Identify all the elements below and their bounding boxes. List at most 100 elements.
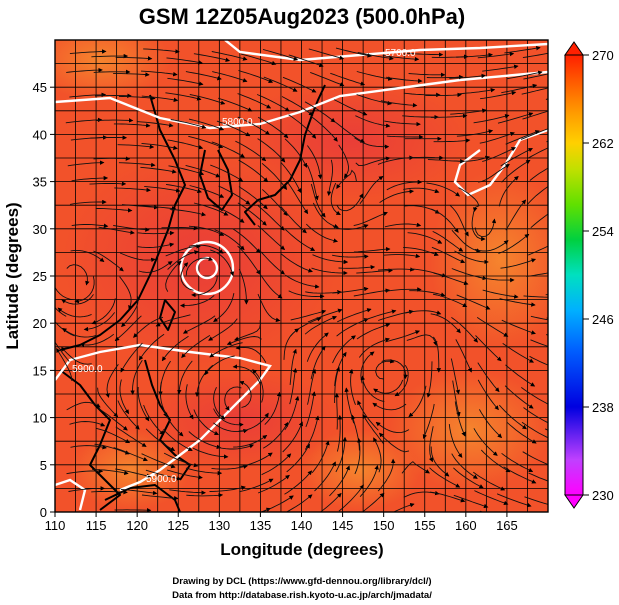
streamline (357, 51, 394, 61)
streamline (167, 250, 199, 270)
streamline (304, 415, 320, 450)
streamline (476, 317, 509, 337)
streamline (257, 271, 283, 299)
streamline (522, 451, 548, 466)
y-tick-label: 35 (33, 175, 47, 190)
streamline (383, 253, 421, 259)
streamline (474, 490, 509, 506)
x-tick-label: 120 (126, 518, 148, 533)
contour-label-5900: 5900.0 (146, 474, 177, 485)
streamline (114, 187, 151, 193)
streamline (384, 120, 421, 127)
streamline (332, 224, 369, 230)
streamline (332, 286, 369, 294)
streamline (130, 359, 143, 395)
streamline (310, 183, 326, 218)
streamline (257, 116, 289, 139)
streamline (208, 318, 238, 341)
streamline (407, 232, 443, 244)
streamline (257, 474, 290, 494)
credit-data: Data from http://database.rish.kyoto-u.a… (172, 590, 432, 601)
streamline (522, 52, 548, 59)
streamline (521, 87, 548, 95)
streamline (66, 264, 90, 286)
streamline (449, 204, 469, 237)
streamline (330, 72, 366, 86)
streamline (113, 225, 150, 232)
streamline (496, 493, 532, 508)
streamline (307, 368, 317, 405)
x-axis-title: Longitude (degrees) (220, 540, 383, 559)
streamline (505, 130, 540, 145)
streamline (474, 218, 497, 238)
streamline (169, 489, 206, 495)
x-tick-label: 165 (496, 518, 518, 533)
streamline (354, 437, 362, 475)
streamline (138, 261, 173, 273)
streamline (329, 465, 350, 497)
streamline (361, 309, 397, 322)
taiwan-coastline (159, 299, 176, 331)
y-tick-label: 5 (40, 458, 47, 473)
streamline (121, 295, 139, 328)
streamline (382, 55, 420, 62)
streamline (504, 385, 534, 409)
streamline (165, 92, 202, 101)
streamline (473, 471, 506, 491)
streamline (456, 52, 493, 58)
streamline (523, 295, 548, 298)
streamline (477, 379, 499, 411)
streamline (214, 229, 245, 251)
streamline (338, 484, 364, 512)
streamline (501, 159, 531, 183)
streamline (120, 488, 158, 496)
streamline (480, 449, 511, 473)
x-tick-label: 115 (86, 518, 107, 533)
streamline (530, 213, 548, 229)
streamline (375, 421, 410, 434)
wind-streamlines (55, 45, 548, 512)
streamline (61, 294, 94, 305)
streamline (238, 159, 269, 183)
streamline (338, 264, 376, 270)
colorbar-body (564, 54, 584, 496)
streamline (426, 74, 464, 80)
streamline (69, 421, 106, 427)
streamline (288, 54, 324, 68)
streamline (137, 386, 150, 422)
streamline (351, 414, 360, 451)
streamline (527, 147, 548, 159)
streamline (372, 402, 407, 411)
streamline (141, 95, 179, 103)
streamline (69, 92, 107, 98)
streamline (473, 114, 510, 124)
streamline (310, 116, 338, 142)
streamline (377, 267, 415, 272)
streamline (240, 53, 277, 66)
streamline (431, 246, 466, 264)
streamline (504, 45, 541, 54)
warm-region (300, 430, 420, 510)
streamline (406, 155, 444, 160)
streamline (143, 48, 180, 54)
streamline (235, 345, 267, 363)
streamline (384, 330, 421, 343)
streamline (264, 391, 282, 425)
streamline (217, 444, 255, 450)
streamline (336, 169, 357, 190)
streamline (336, 193, 364, 212)
streamline (71, 223, 109, 228)
contour-label-5700: 5700.0 (385, 48, 416, 59)
streamline (258, 248, 285, 275)
streamline (451, 317, 479, 343)
streamline (394, 364, 409, 397)
streamline (89, 181, 127, 187)
streamline (290, 309, 327, 321)
streamline (186, 493, 224, 498)
streamline (189, 185, 225, 198)
streamline (449, 73, 486, 79)
streamline (91, 489, 128, 495)
streamline (119, 252, 156, 263)
streamline (257, 138, 286, 163)
x-tick-label: 145 (332, 518, 354, 533)
